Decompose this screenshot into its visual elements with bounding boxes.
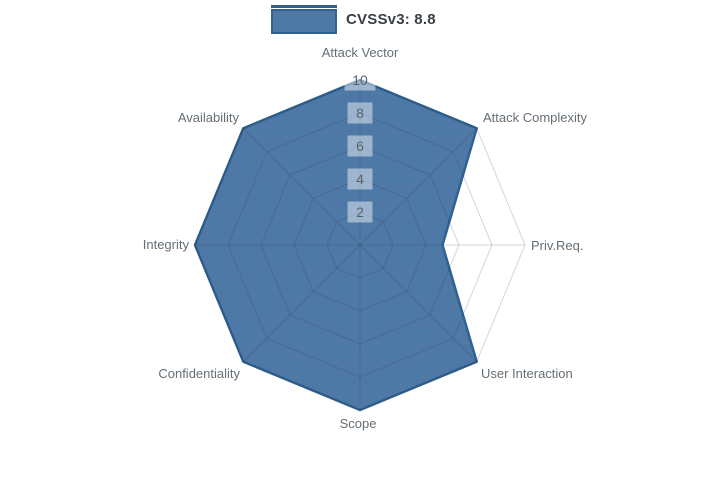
- radial-tick-label: 4: [356, 171, 364, 187]
- legend-swatch-icon: [271, 5, 337, 34]
- legend: CVSSv3: 8.8: [271, 5, 436, 34]
- axis-label-priv-req: Priv.Req.: [531, 238, 584, 253]
- radial-tick-box: [347, 168, 373, 190]
- radial-tick-box: [344, 69, 376, 91]
- grid-spoke: [242, 127, 361, 246]
- legend-swatch-rect: [271, 9, 337, 34]
- axis-label-confidentiality: Confidentiality: [158, 366, 240, 381]
- radial-tick-label: 2: [356, 204, 364, 220]
- radial-tick-label: 10: [352, 72, 368, 88]
- grid-ring: [227, 112, 493, 378]
- grid-ring: [260, 145, 460, 345]
- axis-label-scope: Scope: [340, 416, 377, 431]
- grid-ring: [326, 211, 394, 279]
- axis-label-integrity: Integrity: [143, 237, 190, 252]
- radial-tick-label: 6: [356, 138, 364, 154]
- legend-swatch-line: [271, 5, 337, 8]
- radial-tick-label: 8: [356, 105, 364, 121]
- radial-tick-box: [347, 102, 373, 124]
- legend-item-cvssv3[interactable]: CVSSv3: 8.8: [271, 5, 436, 34]
- axis-label-user-interaction: User Interaction: [481, 366, 573, 381]
- axis-label-attack-complexity: Attack Complexity: [483, 110, 588, 125]
- axis-label-attack-vector: Attack Vector: [322, 45, 399, 60]
- axis-label-availability: Availability: [178, 110, 240, 125]
- grid-ring: [194, 79, 526, 411]
- cvss-score-polygon: [193, 78, 478, 412]
- radial-tick-box: [347, 135, 373, 157]
- legend-label: CVSSv3: 8.8: [346, 11, 436, 28]
- grid-ring: [293, 178, 427, 312]
- grid-spoke: [359, 244, 478, 363]
- radial-tick-box: [347, 201, 373, 223]
- grid-spoke: [242, 244, 361, 363]
- grid-spoke: [359, 127, 478, 246]
